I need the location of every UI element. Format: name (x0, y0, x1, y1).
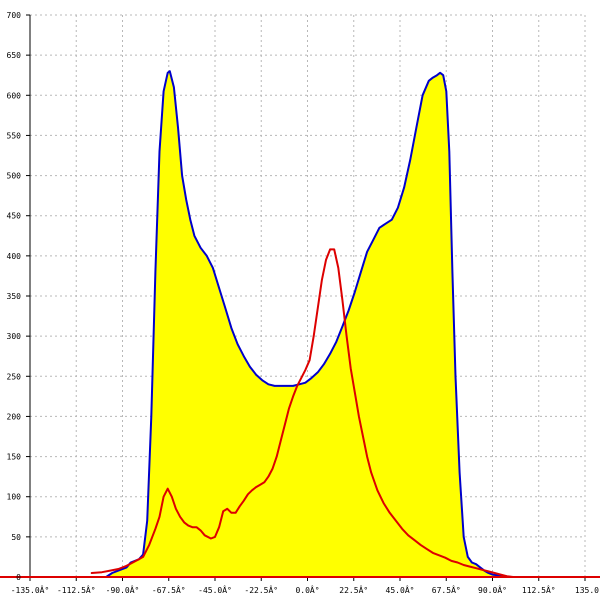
series-layer (90, 70, 586, 578)
y-tick-label: 0 (16, 573, 21, 582)
y-tick-label: 350 (7, 292, 22, 301)
x-tick-label: 22.5Â° (339, 584, 368, 595)
x-tick-label: 0.0Â° (295, 584, 319, 595)
x-tick-label: -90.0Â° (106, 584, 140, 595)
y-tick-label: 250 (7, 372, 22, 381)
x-tick-label: -45.0Â° (198, 584, 232, 595)
axes (0, 14, 600, 581)
y-tick-label: 150 (7, 453, 22, 462)
series-1-line (105, 70, 519, 578)
x-tick-label: 67.5Â° (432, 584, 461, 595)
y-tick-label: 600 (7, 91, 22, 100)
y-tick-label: 50 (11, 533, 21, 542)
x-tick-label: -135.0Â° (11, 584, 50, 595)
x-tick-label: 45.0Â° (386, 584, 415, 595)
x-tick-label: 90.0Â° (478, 584, 507, 595)
series-2-line (90, 248, 586, 578)
y-tick-label: 500 (7, 172, 22, 181)
x-tick-label: 112.5Â° (522, 584, 556, 595)
y-tick-label: 200 (7, 412, 22, 421)
x-tick-label: -67.5Â° (152, 584, 186, 595)
x-tick-label: -22.5Â° (244, 584, 278, 595)
x-tick-label: -112.5Â° (57, 584, 96, 595)
y-tick-label: 650 (7, 51, 22, 60)
y-tick-label: 450 (7, 212, 22, 221)
y-tick-label: 700 (7, 11, 22, 20)
series-1-area (106, 71, 518, 577)
y-tick-label: 100 (7, 493, 22, 502)
y-tick-label: 550 (7, 131, 22, 140)
y-tick-label: 300 (7, 332, 22, 341)
y-tick-label: 400 (7, 252, 22, 261)
x-tick-label: 135.0 (575, 586, 599, 595)
tick-labels: 0 50 100 150 200 250 300 350 400 450 500 550 600 650 7… (7, 11, 600, 595)
